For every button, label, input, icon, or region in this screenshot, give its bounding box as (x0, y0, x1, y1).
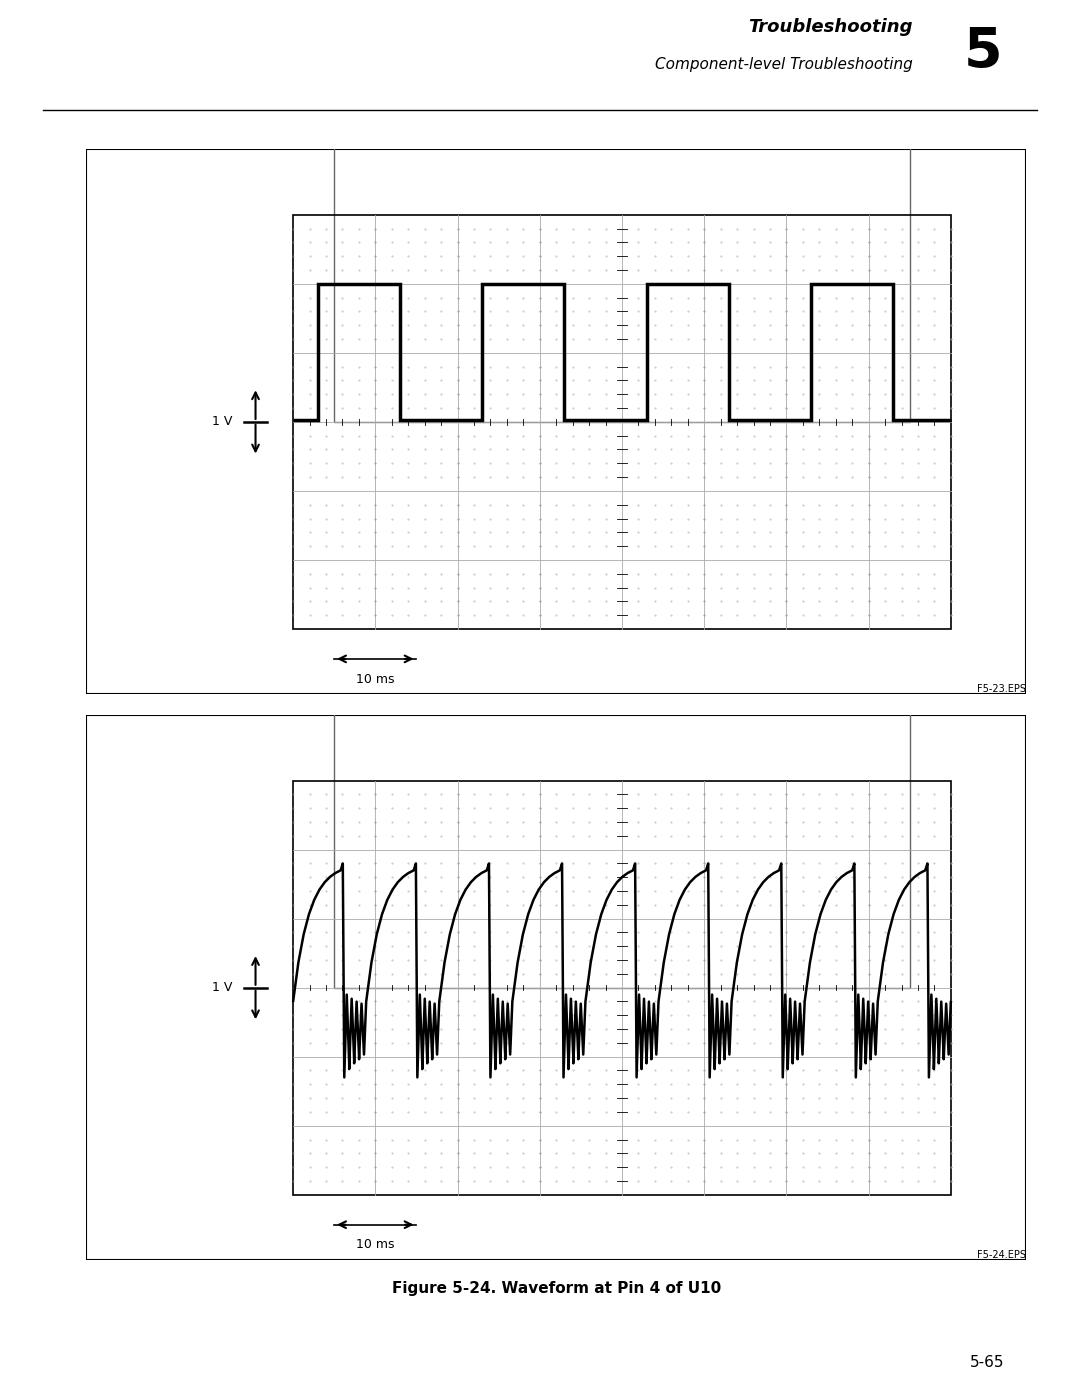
Text: 1 V: 1 V (212, 981, 232, 995)
Text: 10 ms: 10 ms (356, 672, 394, 686)
Text: Component-level Troubleshooting: Component-level Troubleshooting (654, 57, 913, 71)
Text: Figure 5-24. Waveform at Pin 4 of U10: Figure 5-24. Waveform at Pin 4 of U10 (392, 1281, 720, 1296)
Bar (293, 781, 950, 1194)
Text: 5-65: 5-65 (970, 1355, 1004, 1370)
Text: 1 V: 1 V (212, 415, 232, 429)
Text: F5-23.EPS: F5-23.EPS (977, 683, 1026, 694)
Text: 5: 5 (963, 25, 1002, 78)
Bar (334, 145, 909, 422)
Text: Troubleshooting: Troubleshooting (748, 18, 913, 36)
Bar (334, 711, 909, 988)
Text: Figure 5-23. Waveform at Pin 6 of U13: Figure 5-23. Waveform at Pin 6 of U13 (392, 715, 720, 731)
Text: F5-24.EPS: F5-24.EPS (977, 1249, 1026, 1260)
Bar (293, 215, 950, 629)
Text: 10 ms: 10 ms (356, 1238, 394, 1252)
